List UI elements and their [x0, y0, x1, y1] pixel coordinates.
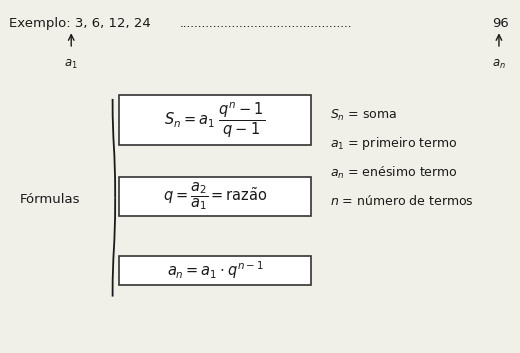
- Text: 96: 96: [492, 17, 509, 30]
- Bar: [119, 256, 310, 285]
- Bar: [119, 95, 310, 145]
- Text: $a_n$: $a_n$: [492, 58, 506, 71]
- Bar: [119, 177, 310, 216]
- Text: $S_n$ = soma: $S_n$ = soma: [330, 108, 397, 123]
- Text: $S_n = a_1\ \dfrac{q^n - 1}{q - 1}$: $S_n = a_1\ \dfrac{q^n - 1}{q - 1}$: [164, 101, 266, 140]
- Text: $a_n = a_1 \cdot q^{n-1}$: $a_n = a_1 \cdot q^{n-1}$: [166, 260, 263, 281]
- Text: $a_1$: $a_1$: [64, 58, 78, 71]
- Text: $a_n$ = enésimo termo: $a_n$ = enésimo termo: [330, 164, 458, 180]
- Text: $q = \dfrac{a_2}{a_1} = \mathrm{raz\tilde{a}o}$: $q = \dfrac{a_2}{a_1} = \mathrm{raz\tild…: [163, 180, 267, 213]
- Text: Exemplo: 3, 6, 12, 24: Exemplo: 3, 6, 12, 24: [9, 17, 151, 30]
- Text: ..............................................: ........................................…: [180, 17, 353, 30]
- Text: Fórmulas: Fórmulas: [19, 192, 80, 205]
- Text: $n$ = número de termos: $n$ = número de termos: [330, 194, 474, 208]
- Text: $a_1$ = primeiro termo: $a_1$ = primeiro termo: [330, 136, 458, 152]
